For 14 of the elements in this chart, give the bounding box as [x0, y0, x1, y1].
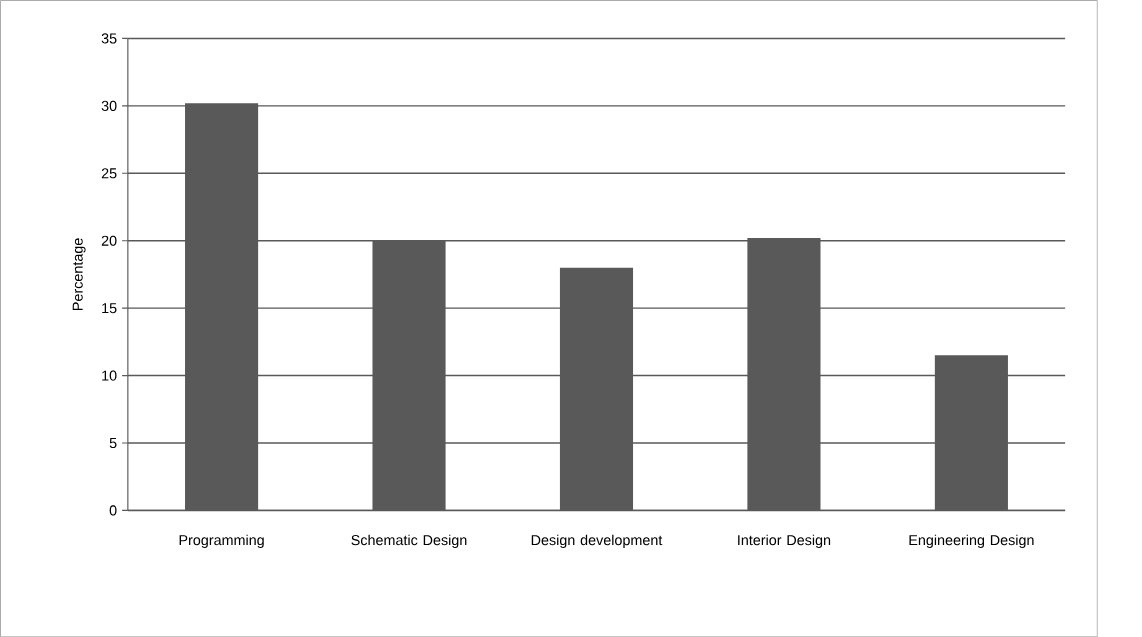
y-tick-label: 25 [101, 168, 117, 179]
y-tick-label: 15 [102, 302, 117, 313]
y-tick-label: 35 [101, 33, 117, 44]
x-tick-label: Programming [179, 534, 264, 548]
x-tick-label: Engineering Design [909, 534, 1034, 548]
x-tick-label: Design development [531, 534, 663, 548]
y-tick-label: 10 [102, 370, 117, 381]
x-tick-label: Schematic Design [351, 534, 467, 548]
x-tick-label: Interior Design [738, 534, 831, 548]
y-axis-title: Percentage [72, 238, 86, 310]
y-tick-label: 20 [101, 235, 117, 246]
y-tick-label: 5 [109, 437, 117, 448]
y-tick-label: 0 [109, 505, 117, 516]
y-tick-label: 30 [101, 100, 117, 111]
